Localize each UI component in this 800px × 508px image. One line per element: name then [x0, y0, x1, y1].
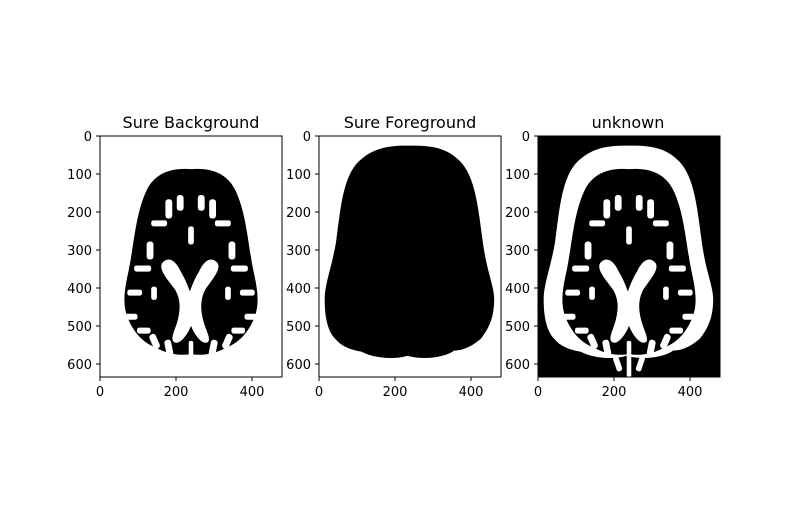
panel-unknown: unknown 0 200 400 — [505, 113, 721, 400]
x-tick-label: 400 — [240, 385, 265, 400]
y-tick-label: 0 — [303, 130, 311, 145]
y-tick-label: 200 — [67, 206, 92, 221]
panel-sure-background: Sure Background 0 200 400 0 1 — [67, 113, 283, 400]
y-tick-label: 0 — [522, 130, 530, 145]
y-tick-label: 600 — [286, 358, 311, 373]
x-tick-label: 0 — [96, 385, 104, 400]
x-axis: 0 200 400 — [315, 377, 484, 400]
y-tick-label: 500 — [505, 320, 530, 335]
y-axis: 0 100 200 300 400 500 600 — [286, 130, 319, 373]
brain-mask-unknown — [537, 135, 721, 378]
y-axis: 0 100 200 300 400 500 600 — [67, 130, 100, 373]
x-tick-label: 200 — [383, 385, 408, 400]
y-tick-label: 300 — [505, 244, 530, 259]
y-tick-label: 500 — [67, 320, 92, 335]
panel-title: Sure Foreground — [344, 113, 477, 132]
panel-title: Sure Background — [123, 113, 260, 132]
y-tick-label: 100 — [67, 168, 92, 183]
x-tick-label: 400 — [678, 385, 703, 400]
y-tick-label: 600 — [67, 358, 92, 373]
y-tick-label: 400 — [505, 282, 530, 297]
brain-mask-sure-background — [99, 135, 283, 378]
brain-mask-sure-foreground — [318, 135, 502, 378]
x-tick-label: 0 — [534, 385, 542, 400]
y-tick-label: 300 — [286, 244, 311, 259]
y-axis: 0 100 200 300 400 500 600 — [505, 130, 538, 373]
y-tick-label: 300 — [67, 244, 92, 259]
y-tick-label: 200 — [286, 206, 311, 221]
y-tick-label: 0 — [84, 130, 92, 145]
y-tick-label: 100 — [505, 168, 530, 183]
y-tick-label: 200 — [505, 206, 530, 221]
x-tick-label: 400 — [459, 385, 484, 400]
x-tick-label: 200 — [164, 385, 189, 400]
panel-title: unknown — [592, 113, 665, 132]
y-tick-label: 400 — [286, 282, 311, 297]
panel-sure-foreground: Sure Foreground 0 200 400 0 100 — [286, 113, 502, 400]
x-tick-label: 200 — [602, 385, 627, 400]
y-tick-label: 100 — [286, 168, 311, 183]
x-axis: 0 200 400 — [96, 377, 265, 400]
y-tick-label: 400 — [67, 282, 92, 297]
x-tick-label: 0 — [315, 385, 323, 400]
y-tick-label: 500 — [286, 320, 311, 335]
x-axis: 0 200 400 — [534, 377, 703, 400]
y-tick-label: 600 — [505, 358, 530, 373]
